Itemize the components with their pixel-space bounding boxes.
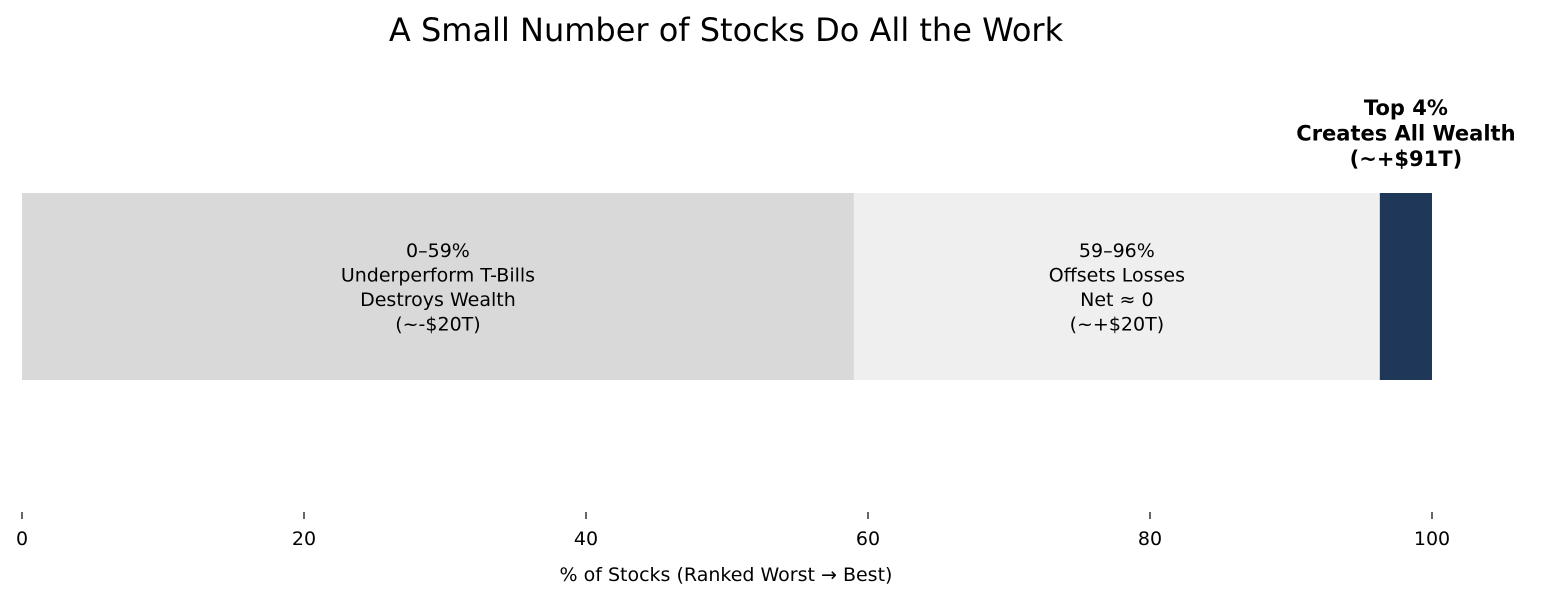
x-tick-label: 20 xyxy=(292,528,316,550)
segment-label-1: 59–96% Offsets Losses Net ≈ 0 (~+$20T) xyxy=(1049,240,1185,336)
segment-label-line: Destroys Wealth xyxy=(360,289,516,311)
callout-line: Creates All Wealth xyxy=(1296,122,1515,146)
segment-label-line: Offsets Losses xyxy=(1049,264,1185,286)
stacked-bar xyxy=(22,193,1432,380)
segment-label-line: Underperform T-Bills xyxy=(341,264,535,286)
segment-labels: 0–59% Underperform T-Bills Destroys Wealth… xyxy=(341,240,1185,336)
x-tick-label: 80 xyxy=(1138,528,1162,550)
callout-line: (~+$91T) xyxy=(1350,147,1463,171)
segment-label-0: 0–59% Underperform T-Bills Destroys Wealth… xyxy=(341,240,535,336)
bar-segment-0 xyxy=(22,193,854,380)
callout-line: Top 4% xyxy=(1364,96,1448,120)
top-segment-callout: Top 4% Creates All Wealth (~+$91T) xyxy=(1296,96,1515,171)
bar-segment-2 xyxy=(1379,193,1432,380)
segment-label-line: (~+$20T) xyxy=(1070,313,1165,335)
x-axis: 0 20 40 60 80 100 xyxy=(16,512,1450,550)
x-tick-label: 100 xyxy=(1414,528,1450,550)
segment-label-line: 0–59% xyxy=(406,240,470,262)
chart-title: A Small Number of Stocks Do All the Work xyxy=(389,11,1064,49)
x-tick-label: 0 xyxy=(16,528,28,550)
x-tick-label: 60 xyxy=(856,528,880,550)
callout-text: Top 4% Creates All Wealth (~+$91T) xyxy=(1296,96,1515,171)
segment-label-line: Net ≈ 0 xyxy=(1080,289,1153,311)
bar-segment-1 xyxy=(853,193,1380,380)
x-axis-label: % of Stocks (Ranked Worst → Best) xyxy=(560,564,893,586)
x-tick-label: 40 xyxy=(574,528,598,550)
segment-label-line: (~-$20T) xyxy=(395,313,480,335)
segment-label-line: 59–96% xyxy=(1079,240,1155,262)
